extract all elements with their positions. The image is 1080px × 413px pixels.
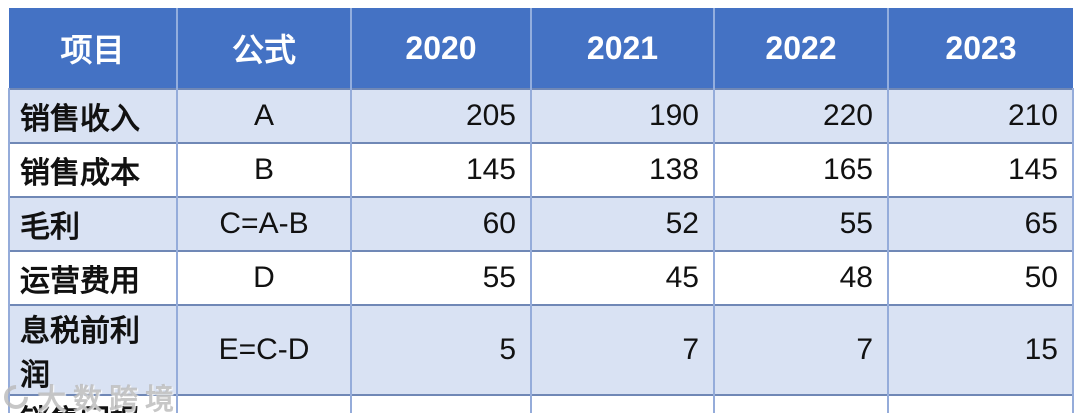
value-cell: 7 (713, 304, 889, 395)
value-cell: 138 (530, 142, 715, 197)
value-cell: 190 (530, 88, 715, 143)
column-header-2021: 2021 (530, 8, 714, 89)
row-label: 运营费用 (8, 250, 178, 305)
row-label: 毛利 (8, 196, 178, 251)
formula-cell: D (176, 250, 352, 305)
value-cell: 165 (713, 142, 889, 197)
value-cell: 15 (887, 304, 1074, 395)
value-cell: 52 (530, 196, 715, 251)
table-header-row: 项目 公式 2020 2021 2022 2023 (9, 8, 1073, 89)
value-cell: 7.14% (887, 394, 1074, 413)
row-label: 息税前利润 (8, 304, 178, 395)
table-row-ebit: 息税前利润 E=C-D 5 7 7 15 (8, 304, 1074, 395)
row-label: 销售收入 (8, 88, 178, 143)
profit-table: 项目 公式 2020 2021 2022 2023 销售收入 A 205 190… (8, 8, 1074, 413)
formula-cell: C=A-B (176, 196, 352, 251)
column-header-2023: 2023 (887, 8, 1073, 89)
value-cell: 3.68% (530, 394, 715, 413)
column-header-2022: 2022 (713, 8, 888, 89)
formula-cell: A (176, 88, 352, 143)
row-label: 销售回报率 (8, 394, 178, 413)
value-cell: 65 (887, 196, 1074, 251)
column-header-2020: 2020 (350, 8, 531, 89)
value-cell: 45 (530, 250, 715, 305)
value-cell: 2.44% (350, 394, 532, 413)
value-cell: 205 (350, 88, 532, 143)
value-cell: 5 (350, 304, 532, 395)
table-row-gross-profit: 毛利 C=A-B 60 52 55 65 (8, 196, 1074, 251)
formula-cell: F=E/A (176, 394, 352, 413)
table-row-return-on-sales: 销售回报率 F=E/A 2.44% 3.68% 3.18% 7.14% (8, 394, 1074, 413)
value-cell: 60 (350, 196, 532, 251)
value-cell: 3.18% (713, 394, 889, 413)
formula-cell: B (176, 142, 352, 197)
formula-cell: E=C-D (176, 304, 352, 395)
column-header-formula: 公式 (176, 8, 351, 89)
value-cell: 220 (713, 88, 889, 143)
value-cell: 7 (530, 304, 715, 395)
value-cell: 55 (350, 250, 532, 305)
table-row-operating-expenses: 运营费用 D 55 45 48 50 (8, 250, 1074, 305)
value-cell: 50 (887, 250, 1074, 305)
value-cell: 145 (887, 142, 1074, 197)
value-cell: 48 (713, 250, 889, 305)
value-cell: 55 (713, 196, 889, 251)
value-cell: 210 (887, 88, 1074, 143)
table-row-cost-of-sales: 销售成本 B 145 138 165 145 (8, 142, 1074, 197)
column-header-item: 项目 (9, 8, 177, 89)
row-label: 销售成本 (8, 142, 178, 197)
table-row-sales-revenue: 销售收入 A 205 190 220 210 (8, 88, 1074, 143)
value-cell: 145 (350, 142, 532, 197)
